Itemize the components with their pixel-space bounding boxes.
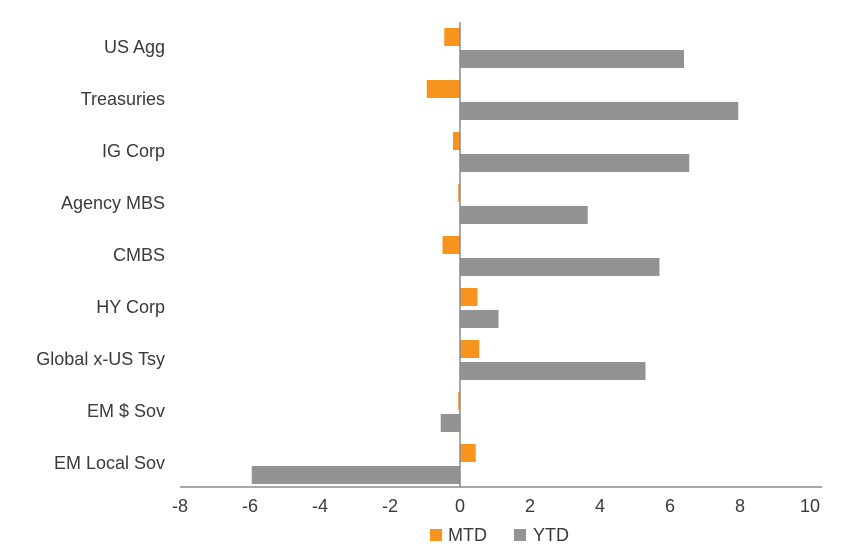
x-tick-label: -2 <box>382 496 398 516</box>
category-label: HY Corp <box>96 297 165 317</box>
bar-group <box>251 28 739 484</box>
mtd-bar <box>460 288 478 306</box>
x-tick-label: 10 <box>800 496 820 516</box>
category-label: Agency MBS <box>61 193 165 213</box>
category-label: Treasuries <box>81 89 165 109</box>
mtd-bar <box>453 132 460 150</box>
category-label: US Agg <box>104 37 165 57</box>
category-label: IG Corp <box>102 141 165 161</box>
mtd-bar <box>458 392 460 410</box>
x-tick-label: 0 <box>455 496 465 516</box>
category-label: EM Local Sov <box>54 453 165 473</box>
ytd-bar <box>460 206 588 224</box>
x-axis-ticks: -8 -4 -2 0 2 4 6 8 10 -6 <box>172 496 820 516</box>
x-tick-label: 2 <box>525 496 535 516</box>
ytd-bar <box>460 154 690 172</box>
category-label: EM $ Sov <box>87 401 165 421</box>
mtd-bar <box>460 340 480 358</box>
x-tick-label: 6 <box>665 496 675 516</box>
legend: MTD YTD <box>430 525 569 545</box>
mtd-bar <box>460 444 476 462</box>
ytd-bar <box>460 310 499 328</box>
ytd-bar <box>440 414 460 432</box>
ytd-legend-label: YTD <box>533 525 569 545</box>
mtd-bar <box>426 80 460 98</box>
ytd-bar <box>460 258 660 276</box>
mtd-legend-swatch <box>430 529 442 541</box>
category-label: Global x-US Tsy <box>36 349 165 369</box>
x-tick-label: -4 <box>312 496 328 516</box>
mtd-bar <box>444 28 460 46</box>
x-tick-label: -6 <box>242 496 258 516</box>
ytd-bar <box>460 102 739 120</box>
category-labels: US Agg Treasuries IG Corp Agency MBS CMBS HY … <box>36 37 165 473</box>
ytd-bar <box>460 50 684 68</box>
category-label: CMBS <box>113 245 165 265</box>
x-tick-label: 4 <box>595 496 605 516</box>
ytd-bar <box>460 362 646 380</box>
x-tick-label: 8 <box>735 496 745 516</box>
ytd-legend-swatch <box>514 529 526 541</box>
x-tick-label: -8 <box>172 496 188 516</box>
mtd-bar <box>458 184 460 202</box>
ytd-bar <box>251 466 460 484</box>
mtd-bar <box>442 236 460 254</box>
mtd-legend-label: MTD <box>448 525 487 545</box>
